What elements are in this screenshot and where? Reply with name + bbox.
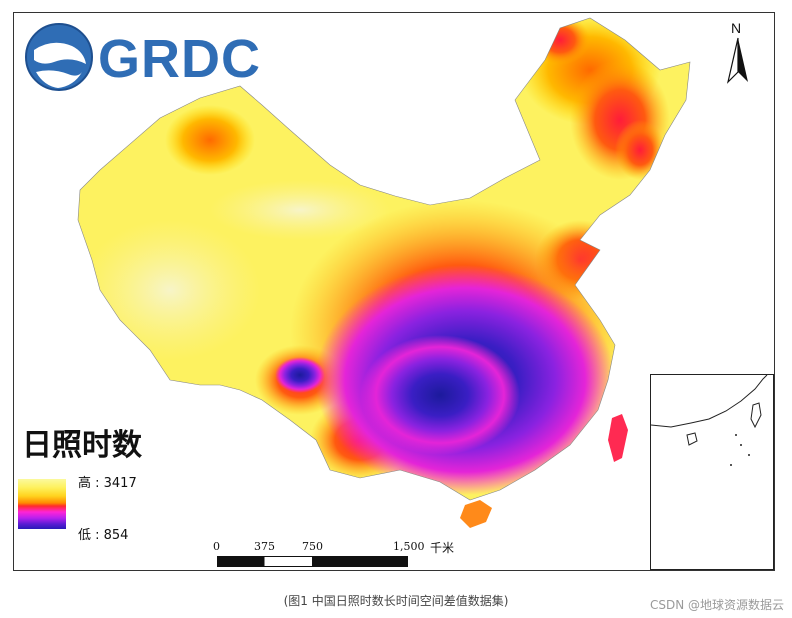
- logo-text: GRDC: [98, 29, 261, 89]
- scale-tick-1500: 1,500: [393, 540, 425, 553]
- south-china-sea-inset: [650, 374, 774, 570]
- grdc-logo: [22, 20, 252, 94]
- legend-low-label: 低 : 854: [78, 528, 129, 543]
- figure-caption: (图1 中国日照时数长时间空间差值数据集): [283, 594, 509, 608]
- scale-tick-750: 750: [302, 540, 323, 553]
- legend-title: 日照时数: [22, 428, 142, 463]
- scale-tick-375: 375: [254, 540, 275, 553]
- china-border: [77, 17, 691, 501]
- hainan-island: [460, 500, 492, 528]
- north-arrow-icon: [726, 37, 748, 84]
- globe-icon: [25, 23, 93, 91]
- taiwan-island: [608, 414, 628, 462]
- legend-color-ramp: [18, 479, 66, 529]
- scale-unit: 千米: [430, 541, 455, 555]
- legend-high-label: 高 : 3417: [78, 476, 137, 491]
- scale-bar: [217, 556, 408, 567]
- north-label: N: [731, 20, 742, 36]
- inset-map: [650, 374, 768, 466]
- watermark: CSDN @地球资源数据云: [649, 598, 784, 612]
- scale-tick-0: 0: [213, 540, 220, 553]
